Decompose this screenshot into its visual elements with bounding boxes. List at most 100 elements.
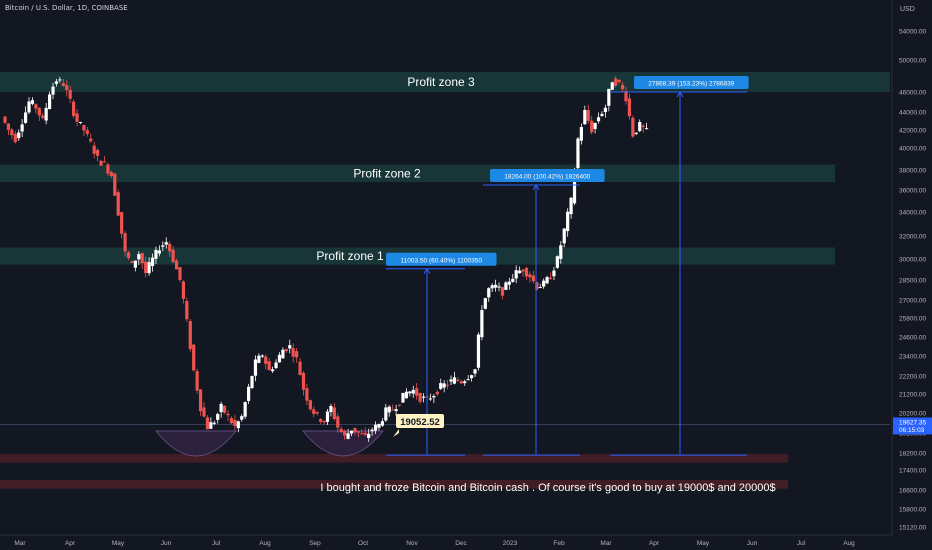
- x-tick-label: Mar: [600, 540, 612, 547]
- x-tick-label: Apr: [649, 540, 660, 547]
- candle-body: [99, 160, 103, 166]
- candle-body: [264, 356, 268, 364]
- y-tick-label: 25800.00: [899, 316, 926, 323]
- candle-body: [545, 277, 549, 284]
- candle-body: [58, 79, 62, 81]
- candle-body: [579, 126, 583, 141]
- candle-body: [168, 243, 172, 252]
- y-tick-label: 27000.00: [899, 298, 926, 305]
- candle-body: [295, 351, 299, 358]
- candle-body: [322, 420, 326, 423]
- candle-body: [23, 112, 28, 123]
- candle-body: [373, 424, 378, 431]
- candle-body: [72, 101, 76, 116]
- candle-body: [312, 409, 316, 414]
- candle-body: [257, 355, 261, 363]
- candle-body: [130, 261, 134, 263]
- cup-pattern: [301, 430, 385, 457]
- x-tick-label: May: [112, 540, 125, 547]
- y-tick-label: 32000.00: [899, 234, 926, 241]
- measure-label-bg: [490, 169, 605, 182]
- candle-body: [164, 242, 168, 245]
- y-tick-label: 38000.00: [899, 168, 926, 175]
- candle-body: [6, 123, 11, 130]
- y-tick-label: 20200.00: [899, 411, 926, 418]
- candle-body: [198, 389, 203, 412]
- candle-body: [531, 275, 535, 282]
- candle-body: [27, 101, 31, 113]
- candle-body: [336, 416, 340, 428]
- candle-body: [349, 430, 354, 434]
- y-tick-label: 54000.00: [899, 29, 926, 36]
- support-band: [0, 454, 788, 463]
- candle-body: [82, 125, 86, 131]
- x-tick-label: Jun: [161, 540, 172, 547]
- candle-body: [61, 83, 65, 86]
- candle-body: [497, 286, 501, 288]
- support-band: [0, 480, 788, 489]
- candle-body: [566, 211, 570, 232]
- candle-body: [439, 383, 443, 389]
- candle-body: [75, 113, 79, 122]
- y-tick-label: 22200.00: [899, 374, 926, 381]
- candle-body: [222, 405, 227, 413]
- candle-body: [367, 433, 371, 438]
- candle-body: [380, 421, 384, 426]
- candle-body: [44, 107, 48, 121]
- candle-body: [10, 129, 14, 136]
- candle-body: [418, 393, 422, 402]
- candle-body: [178, 267, 182, 280]
- candle-body: [116, 192, 120, 216]
- candle-body: [469, 375, 474, 379]
- y-tick-label: 50000.00: [899, 58, 926, 65]
- candle-body: [518, 270, 522, 274]
- candle-body: [41, 115, 45, 118]
- candle-body: [452, 377, 457, 384]
- candle-body: [246, 386, 251, 401]
- candle-body: [445, 384, 450, 386]
- candle-body: [68, 90, 72, 99]
- candle-body: [631, 117, 635, 137]
- candle-body: [171, 249, 175, 262]
- candle-body: [600, 113, 604, 116]
- y-tick-label: 40000.00: [899, 146, 926, 153]
- current-price-countdown: 06:15:03: [899, 427, 925, 434]
- candle-body: [614, 78, 618, 86]
- symbol-title: Bitcoin / U.S. Dollar, 1D, COINBASE: [5, 4, 128, 12]
- candle-body: [435, 391, 439, 395]
- x-tick-label: Nov: [406, 540, 418, 547]
- candle-body: [535, 282, 539, 290]
- y-tick-label: 23400.00: [899, 354, 926, 361]
- candle-body: [291, 348, 295, 357]
- measure-label-bg: [386, 252, 497, 266]
- candle-body: [397, 404, 402, 406]
- measure-label: 18264.00 (100.42%) 1826400: [504, 174, 590, 181]
- candle-body: [102, 161, 107, 163]
- candle-body: [281, 349, 285, 359]
- candle-body: [624, 91, 628, 102]
- candle-body: [408, 391, 412, 394]
- candle-body: [641, 125, 645, 127]
- candle-body: [552, 270, 556, 277]
- candle-body: [267, 361, 271, 371]
- candle-body: [319, 419, 323, 422]
- candle-body: [507, 281, 511, 285]
- current-price-tag: [893, 417, 932, 435]
- candle-body: [538, 287, 542, 289]
- candle-body: [140, 253, 144, 264]
- candle-body: [325, 411, 330, 422]
- candle-body: [174, 260, 179, 270]
- candle-body: [511, 278, 515, 282]
- measure-label-bg: [634, 76, 749, 89]
- candle-body: [65, 85, 69, 90]
- candle-body: [363, 432, 367, 435]
- candle-body: [185, 300, 189, 320]
- candle-body: [109, 172, 113, 177]
- candle-body: [644, 128, 649, 130]
- candle-body: [415, 388, 419, 396]
- candle-body: [346, 433, 350, 439]
- candle-body: [610, 82, 614, 90]
- y-tick-label: 15800.00: [899, 507, 926, 514]
- x-tick-label: 2023: [503, 540, 518, 547]
